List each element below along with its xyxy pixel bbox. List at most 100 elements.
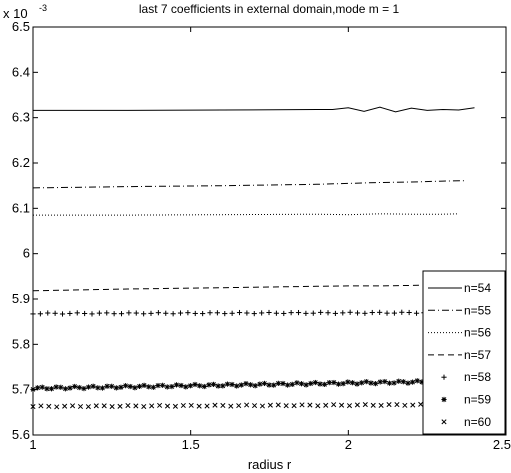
data-point bbox=[30, 386, 36, 392]
data-point bbox=[335, 381, 342, 387]
data-point bbox=[340, 310, 346, 316]
data-point bbox=[323, 402, 329, 408]
data-point bbox=[257, 381, 263, 387]
data-point bbox=[288, 310, 294, 316]
data-point bbox=[89, 311, 95, 317]
legend-label: n=57 bbox=[464, 348, 491, 362]
data-point bbox=[377, 309, 383, 315]
data-point bbox=[148, 310, 154, 316]
data-point bbox=[384, 310, 390, 316]
data-point bbox=[295, 309, 302, 316]
data-point bbox=[192, 310, 198, 317]
data-point bbox=[391, 380, 397, 386]
data-point bbox=[382, 378, 388, 385]
data-point bbox=[146, 384, 152, 390]
data-point bbox=[155, 382, 161, 389]
legend-item: n=57 bbox=[428, 348, 491, 362]
y-tick-label: 6.3 bbox=[12, 110, 30, 125]
data-point bbox=[236, 403, 242, 409]
y-tick-label: 5.6 bbox=[12, 427, 30, 442]
data-point bbox=[38, 403, 44, 409]
data-point bbox=[74, 310, 80, 316]
data-point bbox=[318, 309, 324, 316]
data-point bbox=[303, 382, 309, 388]
y-tick-label: 5.9 bbox=[12, 291, 30, 306]
data-point bbox=[104, 383, 110, 389]
data-point bbox=[53, 384, 59, 390]
data-point bbox=[285, 382, 291, 388]
data-point bbox=[150, 384, 156, 390]
data-point bbox=[283, 403, 289, 409]
data-point bbox=[157, 402, 163, 408]
data-point bbox=[354, 310, 361, 316]
data-point bbox=[35, 385, 41, 391]
data-point bbox=[317, 381, 323, 387]
legend-item: n=60 bbox=[441, 415, 491, 429]
data-point bbox=[30, 311, 36, 317]
data-point bbox=[402, 402, 408, 408]
data-point bbox=[394, 402, 400, 408]
data-point bbox=[418, 401, 424, 407]
data-point bbox=[236, 309, 243, 316]
data-point bbox=[368, 380, 374, 386]
chart-title: last 7 coefficients in external domain,m… bbox=[139, 2, 400, 16]
legend-item: n=54 bbox=[428, 281, 491, 295]
data-point bbox=[111, 311, 117, 317]
data-point bbox=[127, 383, 133, 390]
data-point bbox=[187, 383, 193, 389]
data-point bbox=[215, 383, 221, 389]
data-point bbox=[178, 382, 184, 389]
data-point bbox=[391, 310, 398, 316]
data-point bbox=[331, 379, 337, 386]
data-point bbox=[173, 382, 180, 388]
data-point bbox=[160, 382, 166, 388]
data-point bbox=[62, 386, 69, 392]
series-n=58 bbox=[30, 309, 471, 317]
y-multiplier: x 10 bbox=[3, 6, 28, 21]
data-point bbox=[315, 403, 321, 409]
data-point bbox=[132, 385, 138, 391]
data-point bbox=[275, 402, 281, 408]
series-n=59 bbox=[30, 377, 471, 392]
legend-item: n=59 bbox=[441, 393, 491, 407]
data-point bbox=[207, 310, 213, 316]
data-point bbox=[346, 403, 353, 409]
legend-label: n=58 bbox=[464, 370, 491, 384]
series-line bbox=[33, 213, 459, 216]
data-point bbox=[200, 310, 206, 317]
data-point bbox=[238, 382, 244, 388]
data-point bbox=[196, 403, 202, 409]
data-point bbox=[67, 310, 73, 317]
data-point bbox=[413, 310, 420, 316]
x-tick-label: 2 bbox=[345, 437, 352, 452]
plot-area bbox=[32, 26, 507, 436]
data-point bbox=[141, 311, 147, 317]
data-point bbox=[126, 310, 132, 316]
data-point bbox=[109, 404, 115, 410]
data-point bbox=[396, 378, 402, 384]
data-point bbox=[234, 383, 240, 389]
data-point bbox=[399, 309, 405, 315]
data-point bbox=[363, 379, 369, 385]
data-point bbox=[52, 310, 58, 316]
data-point bbox=[170, 311, 176, 317]
data-point bbox=[410, 402, 416, 408]
data-point bbox=[326, 380, 332, 386]
legend-item: n=55 bbox=[428, 303, 491, 317]
data-point bbox=[244, 310, 250, 316]
data-point bbox=[72, 383, 78, 390]
data-point bbox=[229, 381, 235, 388]
data-point bbox=[228, 403, 234, 409]
data-point bbox=[104, 310, 110, 316]
data-point bbox=[386, 380, 393, 386]
data-point bbox=[340, 381, 346, 387]
data-point bbox=[280, 380, 286, 387]
data-point bbox=[183, 384, 189, 390]
data-point bbox=[109, 383, 115, 389]
data-point bbox=[95, 385, 101, 391]
x-tick-label: 1.5 bbox=[182, 437, 200, 452]
legend-item: n=58 bbox=[441, 370, 491, 384]
legend-label: n=55 bbox=[464, 303, 491, 317]
data-point bbox=[118, 311, 125, 317]
